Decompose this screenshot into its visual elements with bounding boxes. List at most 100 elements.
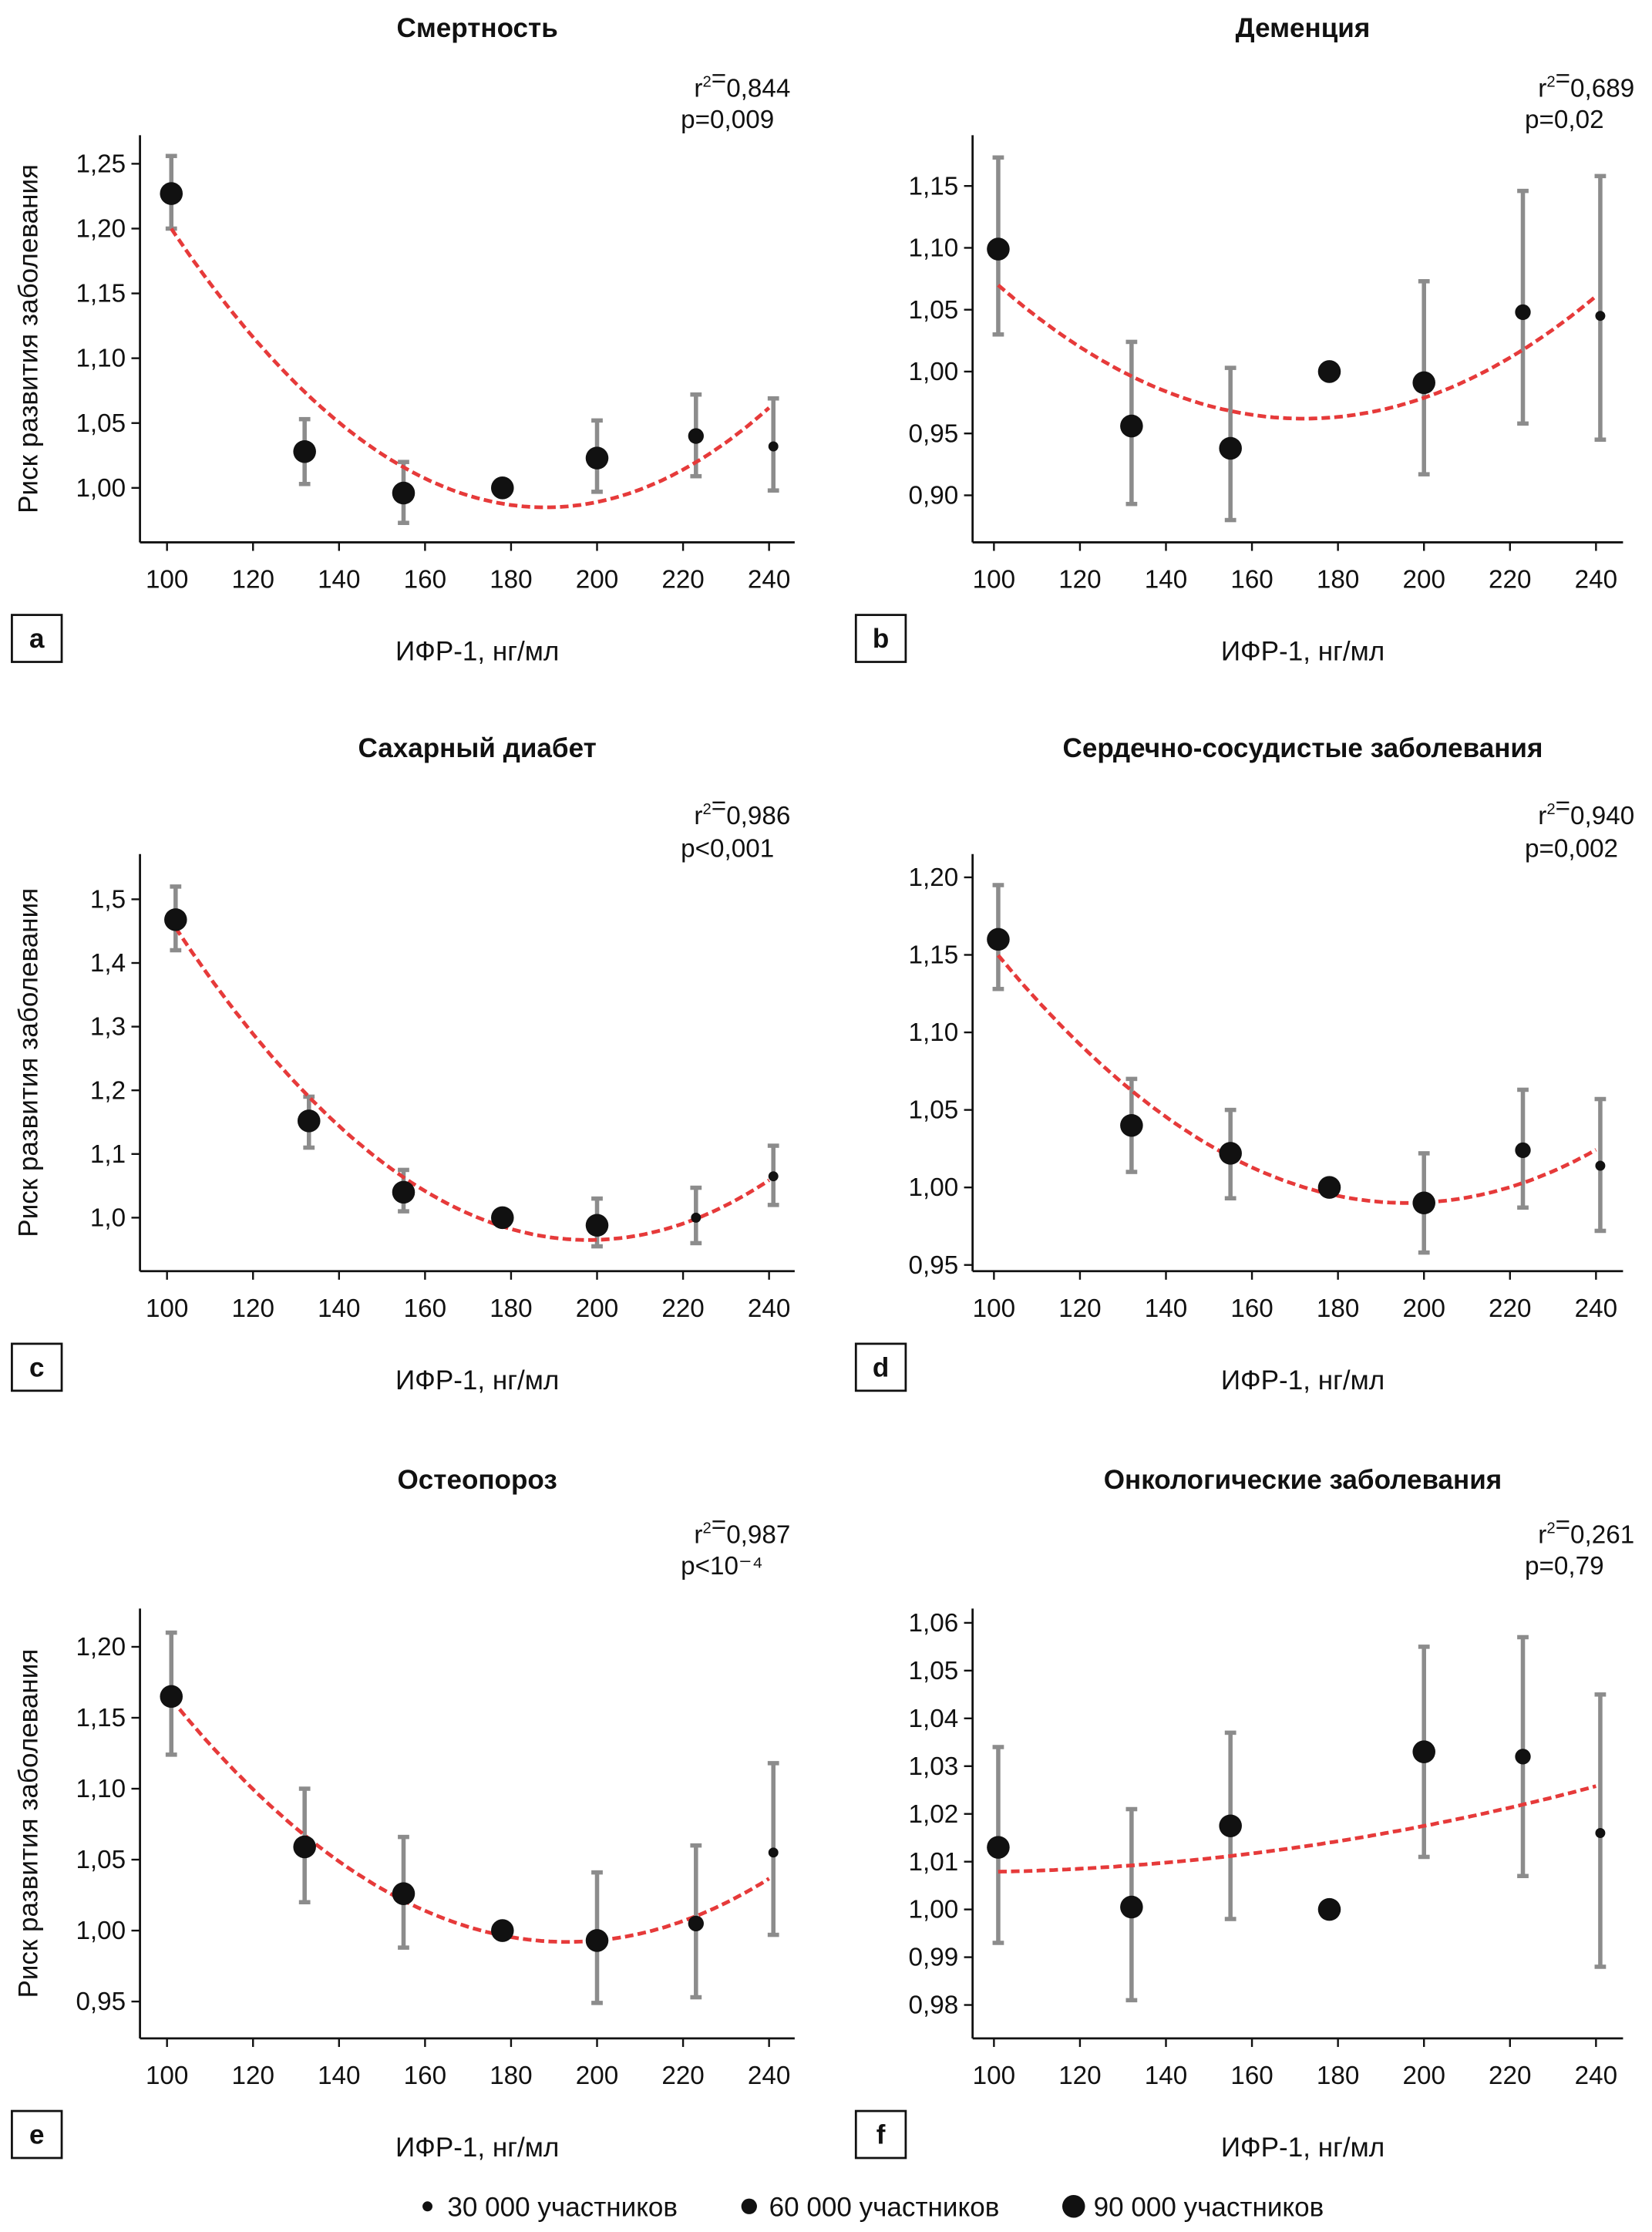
data-point — [1515, 304, 1531, 321]
fit-curve — [170, 1698, 770, 1944]
x-tick-label: 140 — [318, 1294, 360, 1323]
legend-marker-small — [422, 2201, 432, 2212]
p-value: p=0,002 — [1525, 834, 1618, 863]
y-tick-label: 1,15 — [76, 1704, 126, 1732]
y-tick-label: 1,10 — [909, 234, 959, 263]
data-point — [293, 1835, 316, 1859]
fit-curve — [998, 1784, 1596, 1874]
x-axis-label: ИФР-1, нг/мл — [395, 1365, 559, 1395]
fit-curve — [997, 284, 1597, 421]
panel-label-box — [11, 614, 63, 663]
x-tick-label: 100 — [146, 2062, 188, 2090]
data-point — [164, 908, 187, 931]
data-point — [1412, 1191, 1435, 1215]
r-squared-stat: r2=0,261 — [1538, 1510, 1634, 1549]
fit-curve — [997, 954, 1597, 1205]
r-squared-value: 0,987 — [726, 1520, 790, 1549]
data-point — [688, 428, 704, 444]
panel-title: Остеопороз — [398, 1465, 557, 1495]
x-tick-label: 180 — [1317, 1294, 1359, 1323]
panel-label: a — [29, 624, 45, 654]
x-tick-label: 100 — [146, 1294, 188, 1323]
data-point — [585, 446, 609, 470]
r-squared-value: 0,844 — [726, 75, 790, 103]
panel-label: b — [873, 624, 889, 654]
panel-b: Деменция r2=0,689 p=0,02 100 120 140 160 180 200… — [854, 13, 1634, 667]
y-tick-label: 1,10 — [76, 1775, 126, 1803]
panel-label-box — [11, 1342, 63, 1392]
x-tick-label: 180 — [1317, 2062, 1359, 2090]
y-tick-label: 1,05 — [909, 1096, 959, 1125]
panel-label: d — [873, 1352, 889, 1382]
panel-label-box — [854, 614, 907, 663]
p-value: p=0,79 — [1525, 1552, 1604, 1581]
data-point — [1317, 1897, 1341, 1921]
x-axis-label: ИФР-1, нг/мл — [395, 2133, 559, 2163]
panel-label-box — [854, 1342, 907, 1392]
x-tick-label: 200 — [1402, 566, 1445, 594]
r-squared-stat: r2=0,844 — [694, 65, 790, 103]
x-tick-label: 180 — [490, 566, 532, 594]
panel-label: c — [29, 1352, 45, 1382]
panel-e: Остеопороз r2=0,987 p<10⁻⁴ 100 120 140 160 180 2… — [11, 1465, 795, 2163]
data-point — [1515, 1749, 1531, 1765]
x-tick-label: 180 — [1317, 566, 1359, 594]
x-tick-label: 160 — [1230, 1294, 1273, 1323]
x-tick-label: 220 — [661, 566, 704, 594]
x-tick-label: 240 — [748, 566, 790, 594]
y-tick-label: 0,99 — [909, 1944, 959, 1972]
data-point — [392, 481, 416, 505]
y-tick-label: 1,03 — [909, 1752, 959, 1781]
x-tick-label: 120 — [232, 2062, 274, 2090]
x-tick-label: 240 — [748, 1294, 790, 1323]
x-tick-label: 180 — [490, 1294, 532, 1323]
data-point — [1595, 311, 1606, 322]
p-value: p<0,001 — [681, 834, 774, 863]
x-tick-label: 120 — [232, 566, 274, 594]
x-tick-label: 100 — [146, 566, 188, 594]
y-tick-label: 1,00 — [76, 474, 126, 503]
x-tick-label: 160 — [404, 566, 446, 594]
x-tick-label: 240 — [748, 2062, 790, 2090]
x-tick-label: 200 — [1402, 2062, 1445, 2090]
y-tick-label: 1,06 — [909, 1609, 959, 1638]
p-value: p=0,009 — [681, 106, 774, 134]
x-tick-label: 120 — [1058, 1294, 1101, 1323]
x-tick-label: 120 — [1058, 566, 1101, 594]
panel-d: Сердечно-сосудистые заболевания r2=0,940 p… — [854, 733, 1634, 1395]
data-point — [392, 1882, 416, 1905]
legend-marker-large — [1062, 2194, 1085, 2218]
x-tick-label: 220 — [661, 2062, 704, 2090]
data-point — [987, 237, 1010, 261]
r-squared-value: 0,261 — [1570, 1520, 1634, 1549]
y-tick-label: 1,05 — [909, 1657, 959, 1685]
data-point — [1595, 1828, 1606, 1838]
x-tick-label: 240 — [1575, 566, 1617, 594]
y-tick-label: 1,05 — [909, 296, 959, 325]
panel-a: Смертность r2=0,844 p=0,009 100 120 140 160 180… — [11, 13, 795, 667]
panel-label: f — [876, 2120, 886, 2150]
fit-curve — [170, 227, 771, 510]
y-tick-label: 1,1 — [90, 1140, 126, 1169]
y-tick-label: 1,15 — [76, 280, 126, 308]
x-tick-label: 180 — [490, 2062, 532, 2090]
x-tick-label: 240 — [1575, 1294, 1617, 1323]
y-tick-label: 1,0 — [90, 1204, 126, 1232]
r-squared-value: 0,986 — [726, 802, 790, 830]
y-tick-label: 1,3 — [90, 1013, 126, 1042]
data-point — [1219, 436, 1242, 460]
r-squared-value: 0,940 — [1570, 802, 1634, 830]
legend-label: 30 000 участников — [447, 2193, 678, 2223]
x-tick-label: 120 — [1058, 2062, 1101, 2090]
data-point — [491, 1206, 514, 1230]
data-point — [1515, 1142, 1531, 1159]
r-squared-stat: r2=0,987 — [694, 1510, 790, 1549]
data-point — [491, 476, 514, 500]
r-squared-value: 0,689 — [1570, 75, 1634, 103]
y-tick-label: 1,00 — [909, 358, 959, 386]
x-tick-label: 220 — [1489, 1294, 1531, 1323]
y-tick-label: 1,15 — [909, 941, 959, 970]
x-tick-label: 140 — [1145, 1294, 1187, 1323]
x-tick-label: 160 — [404, 1294, 446, 1323]
y-tick-label: 1,01 — [909, 1848, 959, 1877]
